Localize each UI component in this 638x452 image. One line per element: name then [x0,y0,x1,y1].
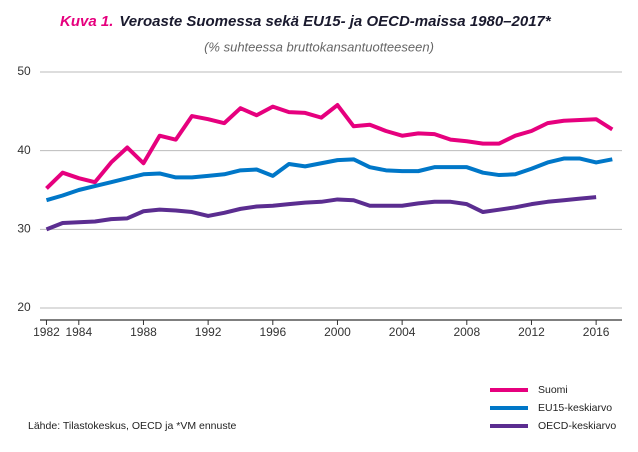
series-line [45,156,613,203]
x-tick-label: 1988 [130,325,157,339]
y-tick-label: 50 [17,64,31,78]
x-tick-label: 2008 [453,325,480,339]
x-tick-label: 2004 [389,325,416,339]
chart-title: Veroaste Suomessa sekä EU15- ja OECD-mai… [119,13,552,30]
legend-label: EU15-keskiarvo [538,402,612,414]
y-tick-label: 40 [17,143,31,157]
y-tick-label: 20 [17,300,31,314]
legend-label: Suomi [538,384,568,396]
series-line [45,103,614,190]
x-tick-label: 2000 [324,325,351,339]
y-tick-label: 30 [17,222,31,236]
source: Lähde: Tilastokeskus, OECD ja *VM ennust… [28,420,237,432]
chart-subtitle: (% suhteessa bruttokansantuotteeseen) [204,39,434,54]
x-tick-label: 2016 [583,325,610,339]
x-tick-label: 1984 [65,325,92,339]
title-label: Kuva 1. Veroaste Suomessa sekä EU15- ja O… [60,13,552,30]
series-line [45,195,597,232]
x-tick-label: 2012 [518,325,545,339]
title-label-text: Kuva 1. [60,13,113,30]
x-tick-label: 1996 [259,325,286,339]
legend-label: OECD-keskiarvo [538,420,616,432]
x-tick-label: 1982 [33,325,60,339]
x-tick-label: 1992 [195,325,222,339]
